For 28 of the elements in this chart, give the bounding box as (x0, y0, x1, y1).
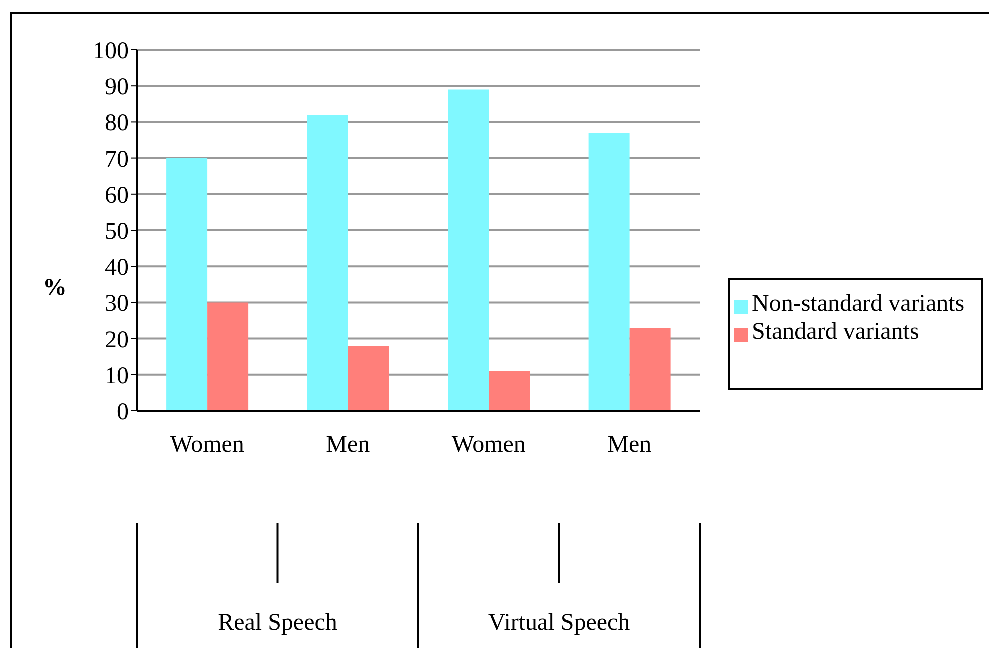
y-tick-label: 60 (105, 182, 129, 209)
legend-label: Standard variants (752, 319, 920, 345)
y-tick-label: 20 (105, 327, 129, 354)
legend-label: Non-standard variants (752, 291, 965, 317)
bar (588, 133, 630, 411)
y-tick-label: 40 (105, 255, 129, 282)
y-tick-label: 70 (105, 146, 129, 173)
bar (348, 346, 390, 411)
bar (630, 328, 671, 411)
x-tick-label: Women (452, 432, 526, 458)
bar (489, 371, 530, 411)
bar (307, 114, 348, 411)
y-tick-label: 10 (105, 363, 129, 390)
x-tick-label: Men (326, 432, 370, 458)
y-tick-label: 30 (105, 291, 129, 318)
bar (208, 302, 249, 411)
y-tick-label: 100 (93, 38, 129, 65)
x-tick-label: Women (170, 432, 244, 458)
bar (448, 90, 490, 411)
x-tick-label: Men (608, 432, 652, 458)
text: Real Speech (217, 609, 338, 638)
text: Virtual Speech (487, 609, 632, 638)
y-tick-label: 80 (105, 110, 129, 137)
y-tick-label: 0 (117, 400, 129, 426)
bar (166, 158, 208, 411)
y-axis-title: % (42, 275, 68, 302)
y-tick-label: 90 (105, 74, 129, 101)
y-tick-label: 50 (105, 219, 129, 246)
